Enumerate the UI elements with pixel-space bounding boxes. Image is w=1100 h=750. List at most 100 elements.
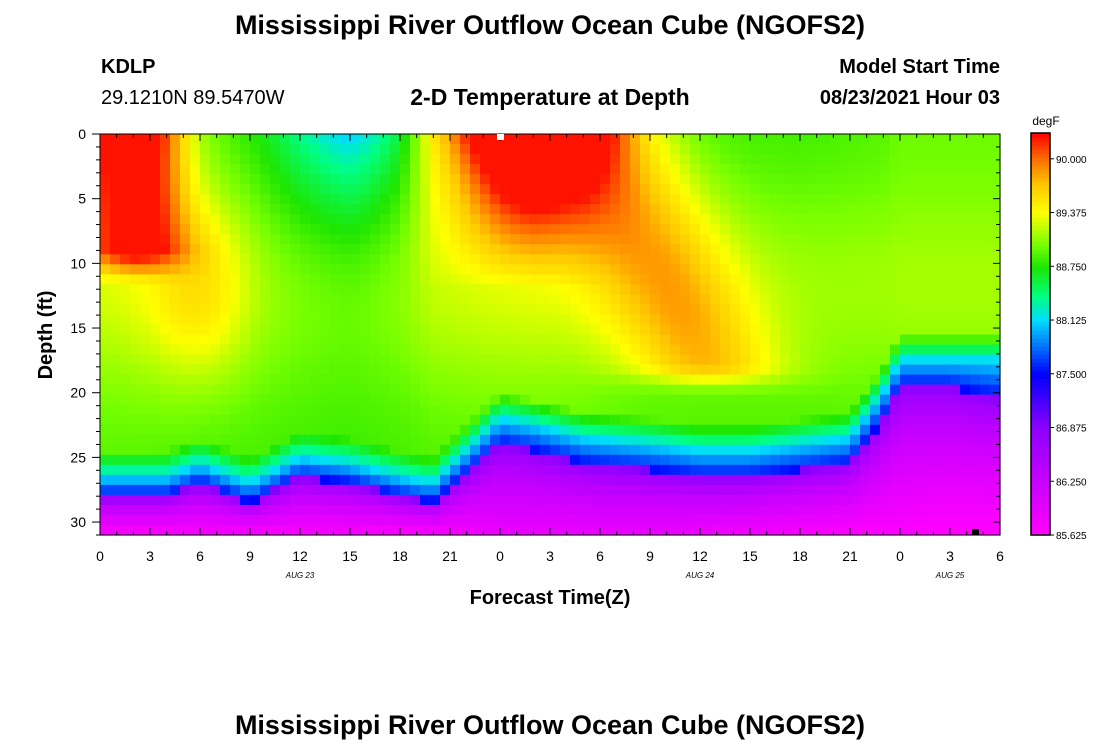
heatmap-cell bbox=[370, 524, 381, 536]
heatmap-cell bbox=[190, 284, 201, 296]
heatmap-cell bbox=[600, 424, 611, 436]
heatmap-cell bbox=[390, 514, 401, 526]
heatmap-cell bbox=[130, 284, 141, 296]
heatmap-cell bbox=[580, 474, 591, 486]
heatmap-cell bbox=[700, 404, 711, 416]
heatmap-cell bbox=[190, 214, 201, 225]
heatmap-cell bbox=[780, 134, 791, 145]
heatmap-cell bbox=[130, 414, 141, 426]
heatmap-cell bbox=[300, 524, 311, 536]
heatmap-cell bbox=[430, 394, 441, 406]
heatmap-cell bbox=[390, 364, 401, 376]
heatmap-cell bbox=[830, 424, 841, 436]
heatmap-cell bbox=[180, 204, 191, 215]
heatmap-cell bbox=[210, 294, 221, 306]
heatmap-cell bbox=[810, 494, 821, 506]
heatmap-cell bbox=[890, 504, 901, 516]
heatmap-cell bbox=[640, 284, 651, 296]
heatmap-cell bbox=[810, 524, 821, 536]
heatmap-cell bbox=[330, 264, 341, 275]
heatmap-cell bbox=[820, 494, 831, 506]
heatmap-cell bbox=[580, 484, 591, 496]
heatmap-cell bbox=[650, 344, 661, 356]
heatmap-cell bbox=[930, 194, 941, 205]
colorbar-swatch bbox=[1031, 293, 1050, 299]
heatmap-cell bbox=[740, 204, 751, 215]
heatmap-cell bbox=[670, 354, 681, 366]
heatmap-cell bbox=[250, 204, 261, 215]
heatmap-cell bbox=[940, 134, 951, 145]
heatmap-cell bbox=[410, 264, 421, 275]
heatmap-cell bbox=[650, 504, 661, 516]
heatmap-cell bbox=[480, 434, 491, 446]
colorbar-swatch bbox=[1031, 494, 1050, 500]
heatmap-cell bbox=[230, 234, 241, 245]
heatmap-cell bbox=[970, 354, 981, 366]
heatmap-cell bbox=[750, 434, 761, 446]
heatmap-cell bbox=[310, 514, 321, 526]
colorbar-swatch bbox=[1031, 217, 1050, 223]
heatmap-cell bbox=[740, 494, 751, 506]
heatmap-cell bbox=[380, 504, 391, 516]
heatmap-cell bbox=[920, 524, 931, 536]
heatmap-cell bbox=[490, 444, 501, 456]
heatmap-cell bbox=[940, 274, 951, 285]
heatmap-cell bbox=[500, 234, 511, 245]
heatmap-cell bbox=[540, 314, 551, 326]
heatmap-cell bbox=[530, 304, 541, 316]
heatmap-cell bbox=[750, 494, 761, 506]
heatmap-cell bbox=[610, 394, 621, 406]
heatmap-cell bbox=[590, 294, 601, 306]
heatmap-cell bbox=[850, 214, 861, 225]
heatmap-cell bbox=[360, 434, 371, 446]
heatmap-cell bbox=[740, 254, 751, 265]
heatmap-cell bbox=[600, 404, 611, 416]
heatmap-cell bbox=[490, 404, 501, 416]
heatmap-cell bbox=[870, 334, 881, 346]
heatmap-cell bbox=[130, 394, 141, 406]
heatmap-cell bbox=[480, 184, 491, 195]
heatmap-cell bbox=[970, 254, 981, 265]
heatmap-cell bbox=[660, 524, 671, 536]
heatmap-cell bbox=[720, 514, 731, 526]
y-tick-label: 20 bbox=[70, 385, 86, 401]
heatmap-cell bbox=[560, 374, 571, 386]
heatmap-cell bbox=[870, 404, 881, 416]
heatmap-cell bbox=[390, 504, 401, 516]
heatmap-cell bbox=[250, 364, 261, 376]
heatmap-cell bbox=[850, 424, 861, 436]
heatmap-cell bbox=[230, 194, 241, 205]
heatmap-cell bbox=[950, 274, 961, 285]
heatmap-cell bbox=[130, 504, 141, 516]
heatmap-cell bbox=[600, 374, 611, 386]
heatmap-cell bbox=[280, 164, 291, 175]
heatmap-cell bbox=[980, 434, 991, 446]
heatmap-cell bbox=[380, 434, 391, 446]
heatmap-cell bbox=[590, 394, 601, 406]
heatmap-cell bbox=[230, 314, 241, 326]
heatmap-cell bbox=[810, 184, 821, 195]
heatmap-cell bbox=[480, 374, 491, 386]
heatmap-cell bbox=[460, 314, 471, 326]
heatmap-cell bbox=[670, 524, 681, 536]
heatmap-cell bbox=[440, 304, 451, 316]
heatmap-cell bbox=[660, 334, 671, 346]
heatmap-cell bbox=[490, 244, 501, 255]
heatmap-cell bbox=[940, 254, 951, 265]
heatmap-cell bbox=[310, 154, 321, 165]
heatmap-cell bbox=[240, 384, 251, 396]
heatmap-cell bbox=[640, 464, 651, 476]
heatmap-cell bbox=[380, 444, 391, 456]
heatmap-cell bbox=[910, 494, 921, 506]
heatmap-cell bbox=[550, 254, 561, 265]
heatmap-cell bbox=[570, 164, 581, 175]
heatmap-cell bbox=[970, 394, 981, 406]
heatmap-cell bbox=[360, 254, 371, 265]
heatmap-cell bbox=[490, 394, 501, 406]
heatmap-cell bbox=[760, 144, 771, 155]
heatmap-cell bbox=[260, 284, 271, 296]
heatmap-cell bbox=[880, 284, 891, 296]
heatmap-cell bbox=[450, 194, 461, 205]
heatmap-cell bbox=[940, 324, 951, 336]
heatmap-cell bbox=[720, 414, 731, 426]
